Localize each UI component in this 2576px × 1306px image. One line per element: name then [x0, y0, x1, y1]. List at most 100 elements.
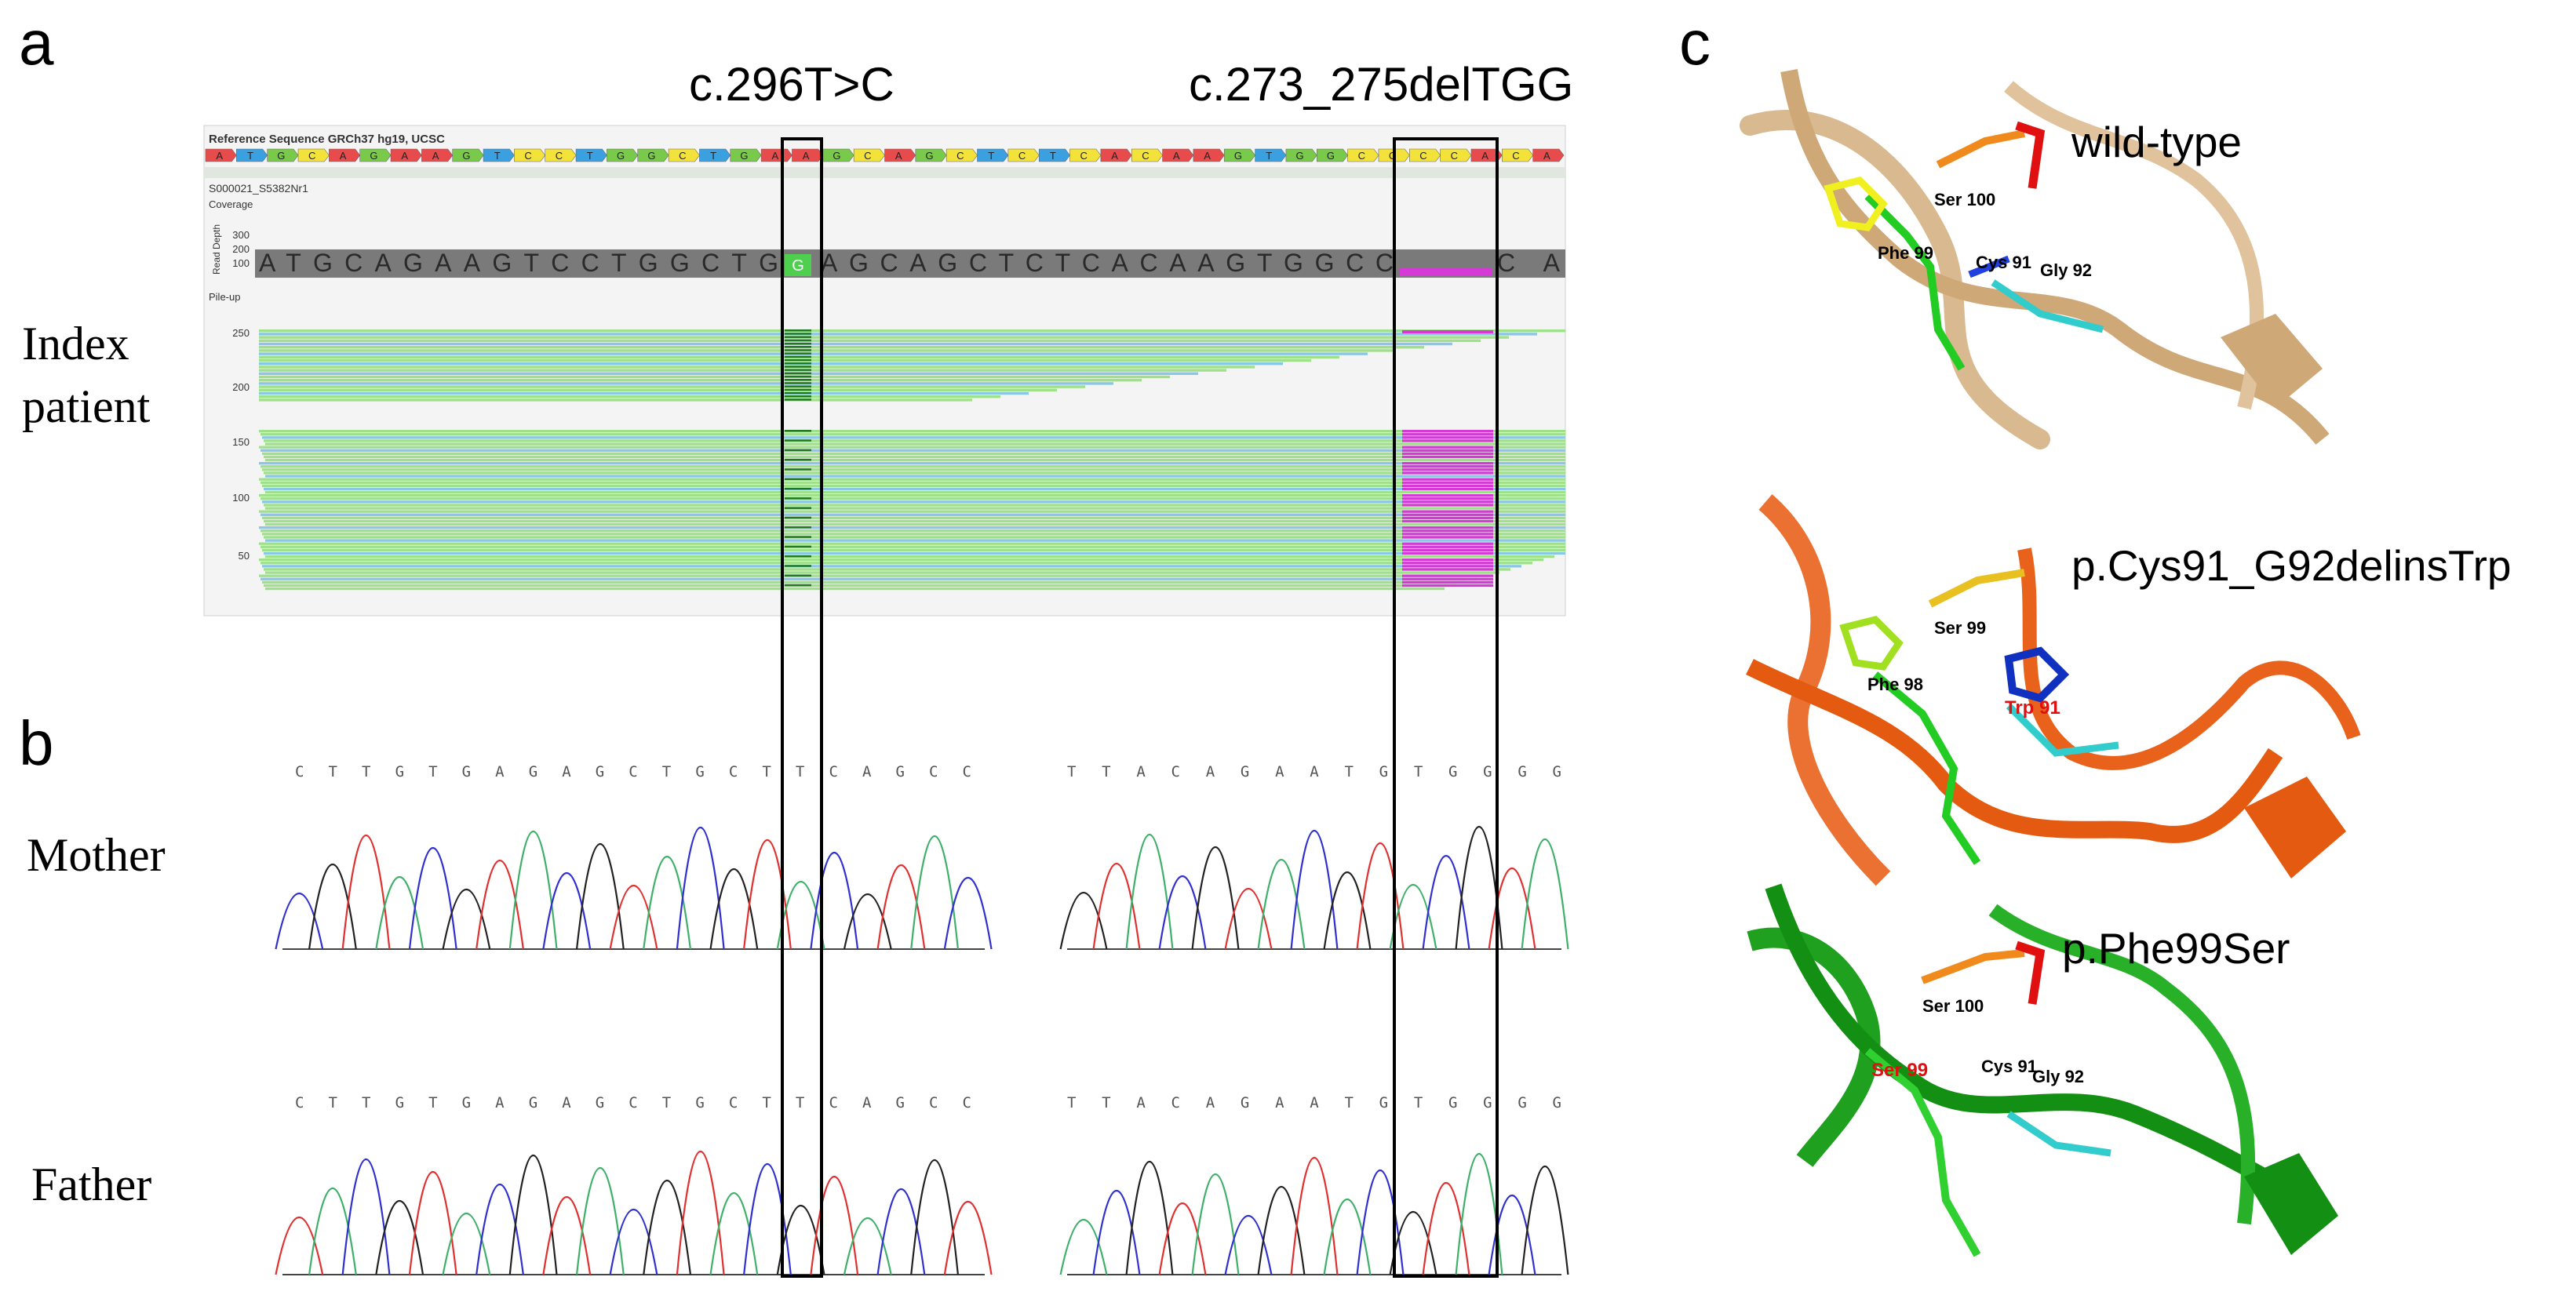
reference-base-label: G [1296, 150, 1304, 162]
mut1-ribbon-2 [1746, 659, 2283, 843]
pileup-read [262, 533, 1565, 536]
pileup-read [262, 580, 1467, 584]
pileup-read [264, 504, 1565, 507]
pileup-read [262, 500, 1565, 504]
wt-res-cys91: Cys 91 [1976, 253, 2031, 272]
mut1-label: p.Cys91_G92delinsTrp [2071, 541, 2511, 590]
reference-title: Reference Sequence GRCh37 hg19, UCSC [209, 133, 445, 146]
pileup-deletion-mark [1402, 526, 1493, 529]
pileup-read [261, 562, 1532, 565]
father-right-trace-peak [1521, 1165, 1569, 1275]
reference-base-label: A [1173, 150, 1180, 162]
father-right-trace-peak [1290, 1157, 1339, 1275]
coverage-label: Coverage [209, 198, 253, 210]
pileup-deletion-mark [1402, 465, 1493, 468]
mutation-label-c296: c.296T>C [689, 58, 894, 111]
mut2-red-atoms [2015, 940, 2046, 1005]
father-left-trace-peak [341, 1159, 391, 1275]
mother-left-trace-peak [609, 884, 658, 950]
mother-left-trace-peak [876, 864, 926, 950]
reference-base-label: C [1080, 150, 1088, 162]
reference-base-label: G [647, 150, 655, 162]
pileup-read [259, 526, 1565, 529]
reference-base-label: C [864, 150, 871, 162]
reference-base [1255, 148, 1287, 162]
mut1-sheet-arrow [2244, 777, 2346, 879]
reference-base [1007, 148, 1040, 162]
father-left-trace-peak [709, 1191, 759, 1275]
mutation-label-c273: c.273_275delTGG [1189, 58, 1573, 111]
pileup-variant-mark [785, 487, 811, 490]
wt-ribbon-3 [2004, 81, 2264, 410]
father-left-trace-peak [575, 1166, 625, 1275]
pileup-read [259, 542, 1565, 545]
pileup-deletion-mark [1402, 471, 1493, 475]
mut1-ser-sidechain [1928, 569, 2025, 608]
pileup-read [261, 513, 1565, 516]
pileup-variant-mark [785, 385, 811, 387]
reference-base [329, 148, 361, 162]
reference-base-label: G [740, 150, 748, 162]
pileup-read [264, 568, 1510, 571]
mother-left-trace-peak [508, 831, 558, 950]
pileup-read [259, 329, 1565, 333]
pileup-deletion-mark [1402, 548, 1493, 551]
reference-base [884, 148, 916, 162]
pileup-variant-mark [785, 468, 811, 471]
pileup-variant-mark [785, 497, 811, 500]
wt-res-phe99: Phe 99 [1878, 243, 1933, 263]
variant-box-c273 [1393, 137, 1499, 1278]
mut1-sidechain-green [1872, 671, 1981, 865]
reference-base-label: C [956, 150, 964, 162]
row-label-father: Father [31, 1159, 151, 1210]
reference-base [946, 148, 978, 162]
father-left-trace-peak [743, 1162, 792, 1275]
father-left-trace-peak [308, 1187, 357, 1275]
pileup-variant-mark [785, 458, 811, 461]
father-right-trace-peak [1125, 1161, 1174, 1275]
pileup-read [259, 385, 1085, 388]
reference-base-label: C [1018, 150, 1026, 162]
reference-base-label: C [1389, 150, 1396, 162]
pileup-variant-mark [785, 346, 811, 348]
pileup-deletion-mark [1402, 545, 1493, 548]
pileup-read [259, 352, 1368, 355]
pileup-variant-mark [785, 388, 811, 391]
pileup-deletion-mark [1402, 449, 1493, 452]
pileup-variant-mark [785, 375, 811, 378]
pileup-read [265, 475, 1565, 478]
pileup-deletion-mark [1402, 481, 1493, 484]
mother-left-trace-peak [843, 893, 892, 950]
pileup-variant-mark [785, 574, 811, 577]
reference-base [1069, 148, 1102, 162]
reference-base-label: C [1358, 150, 1365, 162]
pileup-deletion-mark [1402, 487, 1493, 491]
mother-left-trace-peak [308, 863, 357, 950]
mother-seq-right: TTACAGAATGTGGGG [1067, 763, 1561, 780]
depth-tick-200: 200 [232, 243, 250, 255]
pileup-variant-mark [785, 379, 811, 381]
pileup-read [259, 333, 1537, 336]
pileup-deletion-mark [1402, 536, 1493, 539]
pileup-deletion-mark [1402, 497, 1493, 500]
pileup-tick-label: 150 [232, 436, 250, 448]
pileup-read [259, 336, 1509, 339]
pileup-variant-mark [785, 526, 811, 529]
father-right-trace-peak [1224, 1215, 1273, 1275]
mother-left-trace-peak [475, 859, 524, 950]
pileup-read [265, 522, 1565, 526]
pileup-read [259, 346, 1424, 349]
mother-left-trace-peak [542, 872, 592, 950]
mother-seq-left: CTTGTGAGAGCTGCTTCAGCC [295, 763, 971, 780]
reference-base [730, 148, 762, 162]
reference-base-label: C [556, 150, 563, 162]
reference-base-label: C [308, 150, 315, 162]
structure-mut1: p.Cys91_G92delinsTrp Ser 99 Phe 98 Trp 9… [1746, 494, 2511, 886]
panel-c: c wild-type Ser 100 Phe 99 Cys 91 Gly 92 [1679, 8, 2511, 1257]
pileup-read [265, 490, 1565, 494]
father-right-trace-peak [1059, 1219, 1108, 1275]
pileup-variant-mark [785, 333, 811, 335]
pileup-deletion-mark [1402, 558, 1493, 562]
pileup-read [259, 349, 1396, 352]
